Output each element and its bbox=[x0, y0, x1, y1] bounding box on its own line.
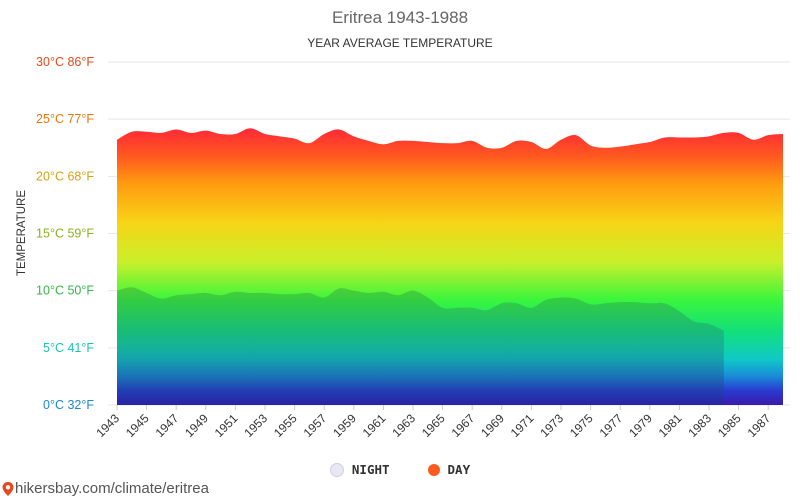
y-tick-label: 20°C 68°F bbox=[36, 169, 94, 183]
x-tick-label: 1955 bbox=[271, 411, 300, 440]
legend-day-label: DAY bbox=[447, 462, 471, 477]
x-tick-label: 1975 bbox=[567, 411, 596, 440]
x-tick-label: 1971 bbox=[508, 411, 537, 440]
x-tick-label: 1949 bbox=[182, 411, 211, 440]
y-tick-label: 5°C 41°F bbox=[43, 341, 94, 355]
x-tick-label: 1957 bbox=[301, 411, 330, 440]
x-tick-label: 1979 bbox=[626, 411, 655, 440]
legend-item-night[interactable]: NIGHT bbox=[329, 462, 390, 477]
legend-item-day[interactable]: DAY bbox=[427, 462, 471, 477]
day-swatch-icon bbox=[427, 463, 440, 476]
x-tick-label: 1947 bbox=[153, 411, 182, 440]
y-axis-label: TEMPERATURE bbox=[16, 190, 28, 276]
y-tick-label: 0°C 32°F bbox=[43, 398, 94, 412]
x-tick-label: 1965 bbox=[419, 411, 448, 440]
chart-title: Eritrea 1943-1988 bbox=[332, 8, 468, 27]
x-tick-label: 1969 bbox=[478, 411, 507, 440]
chart-subtitle: YEAR AVERAGE TEMPERATURE bbox=[307, 36, 492, 50]
y-axis-ticks: 0°C 32°F 5°C 41°F 10°C 50°F 15°C 59°F 20°C 6… bbox=[36, 55, 94, 412]
x-tick-label: 1959 bbox=[330, 411, 359, 440]
x-tick-label: 1961 bbox=[360, 411, 389, 440]
source-url: hikersbay.com/climate/eritrea bbox=[15, 480, 209, 497]
y-tick-label: 25°C 77°F bbox=[36, 112, 94, 126]
x-tick-label: 1987 bbox=[745, 411, 774, 440]
x-tick-label: 1953 bbox=[241, 411, 270, 440]
night-swatch-icon bbox=[329, 462, 344, 477]
x-tick-label: 1963 bbox=[389, 411, 418, 440]
map-pin-icon bbox=[2, 481, 14, 496]
x-tick-label: 1973 bbox=[537, 411, 566, 440]
y-tick-label: 10°C 50°F bbox=[36, 284, 94, 298]
x-tick-label: 1945 bbox=[123, 411, 152, 440]
temperature-chart: Eritrea 1943-1988 YEAR AVERAGE TEMPERATU… bbox=[16, 8, 790, 440]
x-tick-label: 1943 bbox=[93, 411, 122, 440]
y-tick-label: 30°C 86°F bbox=[36, 55, 94, 69]
x-tick-label: 1983 bbox=[685, 411, 714, 440]
x-tick-label: 1981 bbox=[656, 411, 685, 440]
y-tick-label: 15°C 59°F bbox=[36, 227, 94, 241]
legend: NIGHT DAY bbox=[0, 462, 800, 477]
x-axis-ticks: 1943 1945 1947 1949 1951 1953 1955 1957 1959 1961… bbox=[93, 405, 774, 440]
legend-night-label: NIGHT bbox=[351, 462, 390, 477]
night-series-area[interactable] bbox=[117, 287, 724, 405]
x-tick-label: 1951 bbox=[212, 411, 241, 440]
source-link[interactable]: hikersbay.com/climate/eritrea bbox=[2, 480, 209, 497]
x-tick-label: 1977 bbox=[597, 411, 626, 440]
x-tick-label: 1985 bbox=[715, 411, 744, 440]
x-tick-label: 1967 bbox=[449, 411, 478, 440]
